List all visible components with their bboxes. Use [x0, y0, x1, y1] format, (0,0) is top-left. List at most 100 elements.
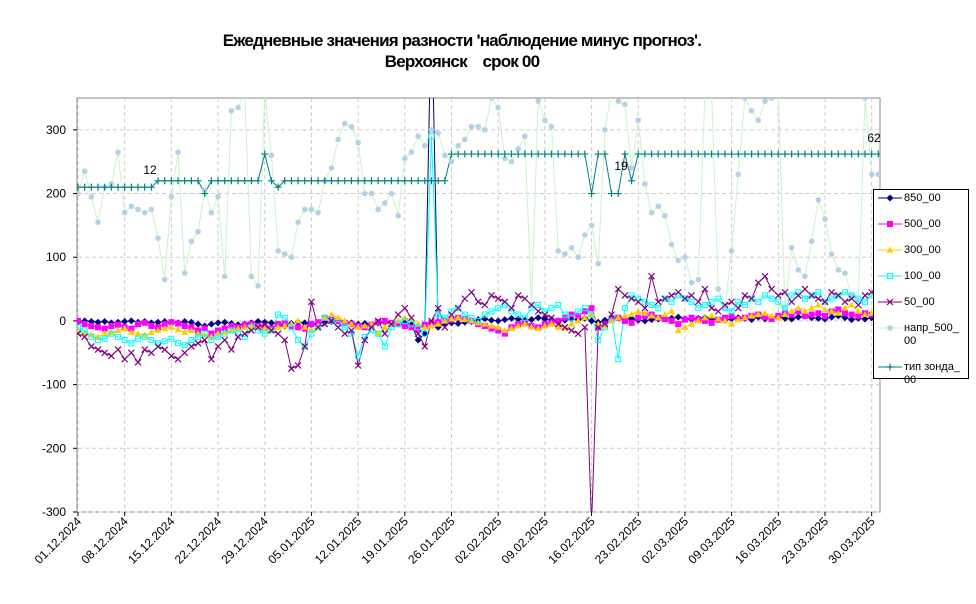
marker: [127, 328, 135, 335]
marker: [801, 295, 808, 302]
marker: [575, 308, 582, 315]
marker: [315, 324, 322, 331]
marker: [488, 150, 496, 158]
marker: [661, 150, 669, 158]
marker: [275, 311, 282, 318]
marker: [294, 362, 302, 369]
marker: [621, 317, 628, 324]
marker: [475, 317, 482, 324]
marker: [802, 273, 808, 280]
marker: [815, 197, 822, 203]
marker: [488, 322, 496, 329]
marker: [448, 311, 455, 318]
marker: [134, 183, 142, 191]
marker: [748, 295, 755, 302]
marker: [754, 311, 762, 318]
marker: [461, 295, 469, 303]
marker: [281, 177, 289, 185]
marker: [828, 307, 836, 314]
marker: [207, 320, 215, 328]
marker: [674, 326, 682, 333]
marker: [314, 323, 322, 331]
marker: [434, 320, 442, 327]
marker: [508, 150, 516, 158]
marker: [555, 317, 562, 324]
marker: [474, 150, 482, 158]
marker: [201, 325, 208, 332]
y-tick-label: 100: [46, 250, 66, 264]
marker: [161, 276, 168, 283]
marker: [134, 330, 142, 337]
marker: [394, 177, 402, 185]
marker: [315, 209, 321, 216]
marker: [521, 320, 529, 327]
marker: [77, 183, 82, 191]
marker: [188, 337, 195, 344]
marker: [288, 324, 295, 331]
marker: [381, 317, 388, 324]
legend-item: 50_00: [876, 296, 966, 309]
marker: [402, 155, 408, 162]
marker: [341, 317, 349, 324]
marker: [261, 325, 269, 332]
marker: [494, 323, 502, 330]
marker: [841, 304, 849, 311]
marker: [628, 165, 635, 171]
marker: [794, 313, 802, 321]
legend-label: тип зонда_00: [904, 361, 960, 386]
marker: [721, 150, 729, 158]
marker: [581, 308, 588, 315]
marker: [781, 288, 789, 296]
marker: [534, 307, 542, 315]
marker: [522, 133, 528, 140]
marker: [387, 177, 395, 185]
marker: [668, 292, 676, 299]
marker: [588, 305, 595, 312]
x-tick-label: 08.12.2024: [78, 514, 131, 567]
marker: [88, 323, 95, 330]
marker: [528, 323, 536, 330]
marker: [94, 346, 102, 354]
marker: [668, 317, 675, 324]
marker: [641, 309, 649, 316]
x-tick-label: 19.01.2025: [359, 514, 412, 567]
marker: [395, 213, 401, 219]
marker: [541, 150, 549, 158]
marker: [854, 150, 862, 158]
marker: [414, 330, 422, 338]
marker: [461, 311, 468, 318]
y-tick-label: -200: [42, 441, 66, 455]
marker: [442, 152, 448, 159]
marker: [227, 177, 235, 185]
marker: [234, 325, 242, 332]
marker: [321, 177, 329, 185]
marker: [422, 142, 428, 149]
marker: [568, 314, 575, 321]
marker: [621, 312, 629, 319]
marker: [148, 206, 155, 213]
marker: [221, 273, 228, 280]
legend-item: 500_00: [876, 218, 966, 231]
marker: [594, 323, 602, 331]
marker: [821, 298, 828, 305]
marker: [674, 288, 682, 296]
marker: [502, 155, 508, 162]
marker: [794, 292, 802, 299]
marker: [115, 321, 122, 328]
marker: [861, 292, 869, 299]
marker: [848, 311, 855, 318]
marker: [327, 311, 335, 318]
marker: [728, 150, 736, 158]
legend-swatch: [878, 246, 902, 253]
marker: [775, 298, 782, 305]
marker: [641, 312, 648, 319]
marker: [147, 328, 155, 335]
marker: [761, 272, 769, 280]
marker: [454, 304, 462, 312]
marker: [501, 330, 508, 337]
marker: [614, 190, 622, 198]
marker: [454, 150, 462, 158]
marker: [574, 330, 582, 338]
marker: [174, 326, 182, 333]
marker: [81, 183, 89, 191]
